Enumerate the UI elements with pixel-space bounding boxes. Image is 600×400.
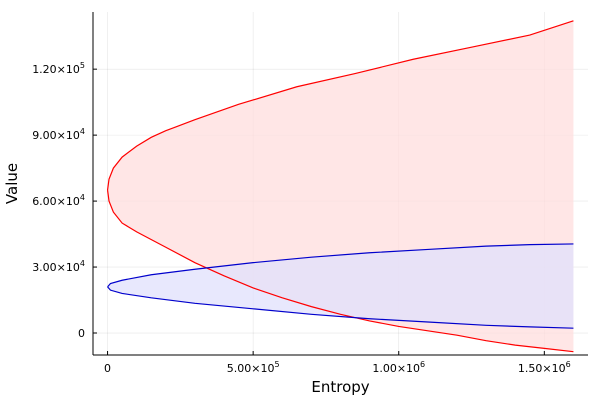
y-tick-label: 6.00×104 <box>32 193 85 208</box>
y-tick-label: 0 <box>78 327 85 340</box>
x-tick-label: 1.50×106 <box>518 360 571 375</box>
tick-labels: 0 5.00×105 1.00×106 1.50×106 0 3.00×104 6.00×1… <box>32 61 571 375</box>
x-tick-label: 1.00×106 <box>372 360 425 375</box>
axes <box>92 12 588 356</box>
band-lower-line-1 <box>107 286 574 329</box>
y-axis-title: Value <box>3 163 21 204</box>
band-fills <box>107 20 574 352</box>
x-tick-label: 0 <box>104 362 111 375</box>
band-fill-1 <box>107 243 574 329</box>
x-axis-title: Entropy <box>311 378 369 396</box>
y-tick-label: 9.00×104 <box>32 127 85 142</box>
band-lower-line-0 <box>106 190 574 353</box>
y-tick-label: 3.00×104 <box>32 259 85 274</box>
band-upper-line-1 <box>107 243 574 288</box>
x-tick-label: 5.00×105 <box>227 360 280 375</box>
band-upper-line-0 <box>106 20 574 191</box>
band-lines <box>106 20 574 353</box>
y-tick-label: 1.20×105 <box>32 61 85 76</box>
